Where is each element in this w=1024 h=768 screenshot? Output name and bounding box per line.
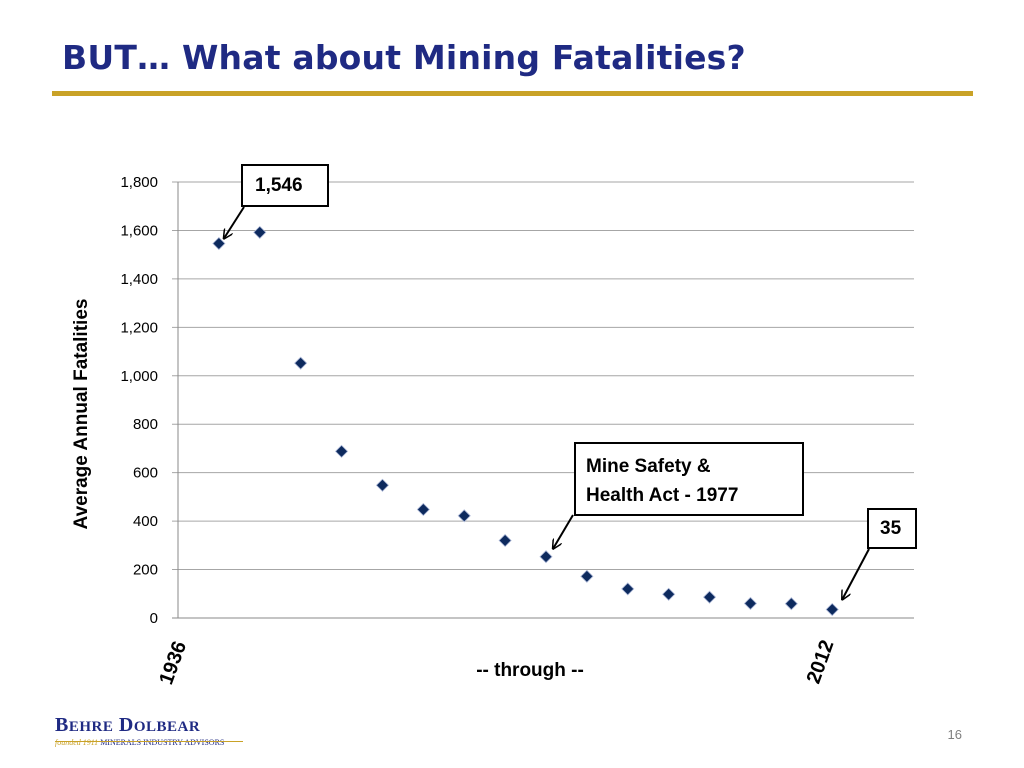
y-tick-label: 1,800 <box>120 174 158 191</box>
y-tick-label: 600 <box>133 465 158 482</box>
y-tick-label: 1,200 <box>120 319 158 336</box>
callout-arrows <box>224 206 870 600</box>
x-axis-label: -- through -- <box>476 660 584 681</box>
logo-founded: founded 1911 <box>55 738 99 747</box>
y-tick-label: 1,600 <box>120 222 158 239</box>
data-point <box>621 582 635 596</box>
data-point <box>457 509 471 523</box>
first-value-callout: 1,546 <box>241 164 329 207</box>
y-tick-label: 1,000 <box>120 368 158 385</box>
act-callout: Mine Safety & Health Act - 1977 <box>574 442 804 516</box>
data-point <box>334 444 349 458</box>
logo-tagline: founded 1911 MINERALS INDUSTRY ADVISORS <box>55 738 224 747</box>
y-tick-label: 800 <box>133 416 158 433</box>
data-point <box>253 225 267 239</box>
data-point <box>375 478 390 492</box>
y-tick-label: 1,400 <box>120 271 158 288</box>
data-point <box>662 587 676 601</box>
logo-rule <box>55 741 243 742</box>
data-point <box>743 596 758 611</box>
y-tick-labels: 0 200 400 600 800 1,000 1,200 1,400 1,600 1,800 <box>120 174 158 627</box>
first-value-text: 1,546 <box>255 175 303 196</box>
data-point <box>294 356 308 370</box>
data-point <box>416 502 430 517</box>
act-callout-line1: Mine Safety & <box>586 456 711 477</box>
gridlines <box>172 181 914 619</box>
data-point <box>702 590 717 604</box>
callout-arrow <box>224 206 245 239</box>
x-start-year-label: 1936 <box>155 638 191 687</box>
callout-arrow <box>842 548 870 600</box>
fatalities-chart: 0 200 400 600 800 1,000 1,200 1,400 1,600 1,800 A… <box>71 174 914 688</box>
x-end-year-label: 2012 <box>803 637 839 686</box>
y-axis-label: Average Annual Fatalities <box>71 299 92 530</box>
y-tick-label: 0 <box>150 610 158 627</box>
logo-name: BEHRE DOLBEAR <box>55 714 201 736</box>
slide-title: BUT… What about Mining Fatalities? <box>62 38 746 77</box>
act-callout-line2: Health Act - 1977 <box>586 485 739 506</box>
data-point <box>212 236 226 251</box>
y-tick-label: 200 <box>133 562 158 579</box>
y-tick-label: 400 <box>133 513 158 530</box>
data-markers <box>212 225 839 617</box>
logo-tagline-text: MINERALS INDUSTRY ADVISORS <box>100 738 225 747</box>
callout-arrow <box>553 514 574 549</box>
company-logo: BEHRE DOLBEAR founded 1911 MINERALS INDU… <box>55 714 243 747</box>
data-point <box>539 550 553 564</box>
last-value-callout: 35 <box>867 508 917 549</box>
data-point <box>580 569 594 583</box>
data-point <box>498 533 512 548</box>
data-point <box>784 597 798 611</box>
page-number: 16 <box>947 727 962 742</box>
last-value-text: 35 <box>880 518 902 539</box>
title-rule <box>52 91 973 96</box>
data-point <box>825 602 839 617</box>
